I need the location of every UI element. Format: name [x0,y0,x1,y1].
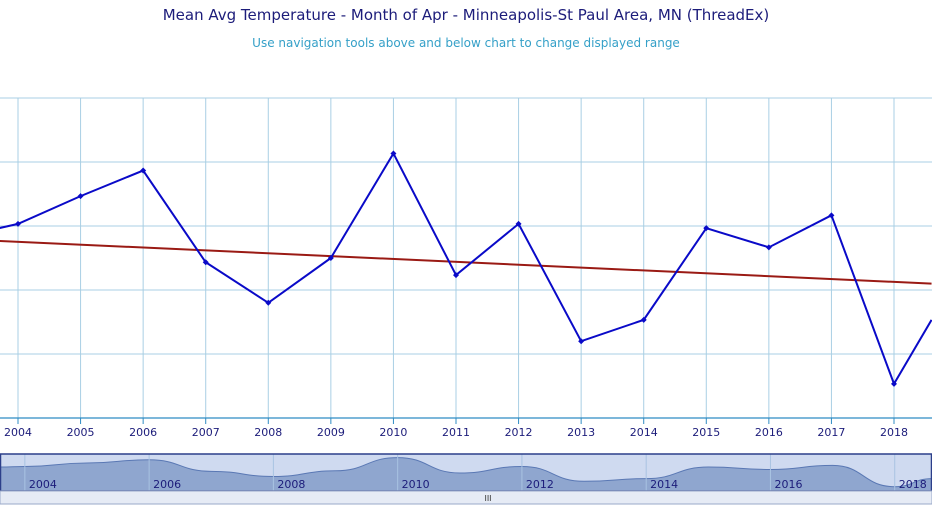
x-tick-label: 2004 [4,426,32,439]
series-line [0,151,932,387]
navigator-tick-label: 2014 [650,478,678,491]
scrollbar-grip-icon[interactable]: III [484,494,491,503]
chart-subtitle: Use navigation tools above and below cha… [252,36,680,50]
x-tick-label: 2015 [692,426,720,439]
data-point[interactable] [515,220,522,227]
navigator-tick-label: 2006 [153,478,181,491]
data-point[interactable] [640,316,647,323]
data-point[interactable] [703,225,710,232]
range-navigator[interactable]: 2004 2006 2008 2010 2012 2014 2016 2018 III [0,453,932,505]
trend-line-group [0,239,932,285]
data-point[interactable] [140,167,147,174]
chart-title: Mean Avg Temperature - Month of Apr - Mi… [162,6,770,24]
data-point[interactable] [578,338,585,345]
navigator-scrollbar[interactable] [0,490,932,505]
data-point[interactable] [265,299,272,306]
series-group[interactable] [0,150,932,387]
x-tick-label: 2017 [817,426,845,439]
data-point[interactable] [453,272,459,279]
navigator-line [0,457,932,488]
navigator-tick-label: 2018 [899,478,927,491]
x-tick-label: 2006 [129,426,157,439]
navigator-tick-label: 2012 [526,478,554,491]
data-point[interactable] [327,255,334,261]
data-point[interactable] [15,220,21,227]
x-tick-label: 2016 [755,426,783,439]
data-point[interactable] [765,244,772,251]
x-tick-label: 2018 [880,426,908,439]
x-tick-label: 2007 [192,426,220,439]
navigator-tick-label: 2010 [402,478,430,491]
x-tick-label: 2014 [630,426,658,439]
data-point[interactable] [828,212,835,219]
grid-lines [0,97,932,419]
navigator-area [0,457,932,491]
data-point[interactable] [891,380,897,387]
navigator-tick-label: 2004 [29,478,57,491]
x-tick-label: 2013 [567,426,595,439]
data-point[interactable] [390,150,397,157]
x-tick-label: 2012 [505,426,533,439]
data-point[interactable] [202,259,209,266]
data-point[interactable] [77,193,84,200]
navigator-tick-label: 2008 [277,478,305,491]
x-tick-label: 2010 [379,426,407,439]
x-tick-label: 2009 [317,426,345,439]
x-tick-label: 2008 [254,426,282,439]
navigator-tick-label: 2016 [774,478,802,491]
trend-line [0,239,932,285]
x-tick-label: 2005 [67,426,95,439]
x-axis: 2004 2005 2006 2007 2008 2009 2010 2011 2012 2013… [0,417,932,439]
x-tick-label: 2011 [442,426,470,439]
